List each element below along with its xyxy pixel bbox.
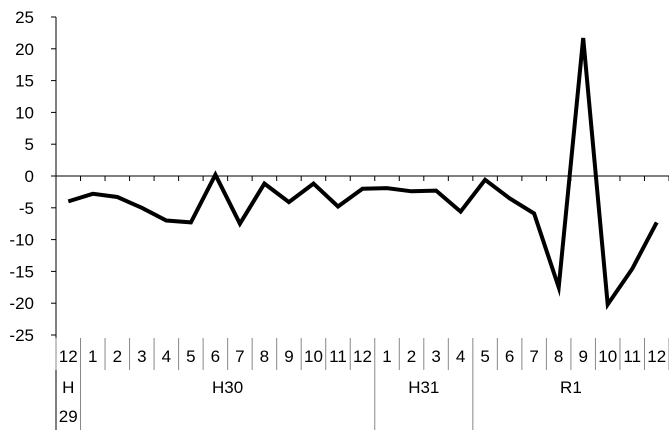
x-category-label: 1 — [88, 347, 97, 366]
x-category-label: 1 — [382, 347, 391, 366]
era-label: H30 — [212, 378, 243, 397]
x-category-label: 3 — [137, 347, 146, 366]
x-axis-era-groups: H 29 H30 H31 R1 — [59, 370, 582, 430]
x-category-label: 10 — [598, 347, 617, 366]
x-category-label: 10 — [304, 347, 323, 366]
x-axis-categories: 12 1 2 3 4 5 6 7 8 9 10 11 12 1 2 3 4 5 6 7 8 9 10 11 12 — [55, 176, 669, 370]
x-category-label: 5 — [480, 347, 489, 366]
y-tick-label: 5 — [25, 135, 34, 154]
series-layer — [67, 37, 659, 311]
x-category-label: 6 — [211, 347, 220, 366]
y-tick-label: -5 — [19, 199, 34, 218]
x-category-label: 11 — [329, 347, 347, 366]
y-tick-label: -20 — [9, 294, 34, 313]
y-tick-label: -15 — [9, 262, 34, 281]
x-category-label: 6 — [505, 347, 514, 366]
x-category-label: 12 — [59, 347, 78, 366]
y-tick-label: 0 — [25, 167, 34, 186]
x-category-label: 12 — [353, 347, 372, 366]
y-tick-label: 25 — [15, 8, 34, 27]
x-category-label: 4 — [162, 347, 171, 366]
x-category-label: 2 — [113, 347, 122, 366]
y-tick-label: 10 — [15, 103, 34, 122]
y-axis-ticks: 25 20 15 10 5 0 -5 -10 -15 -20 -25 — [9, 8, 56, 345]
y-tick-label: 15 — [15, 72, 34, 91]
era-label: H31 — [408, 378, 439, 397]
x-category-label: 8 — [554, 347, 563, 366]
x-category-label: 9 — [284, 347, 293, 366]
y-tick-label: -25 — [9, 326, 34, 345]
y-tick-label: -10 — [9, 231, 34, 250]
y-tick-label: 20 — [15, 40, 34, 59]
x-category-label: 7 — [235, 347, 244, 366]
x-category-label: 3 — [431, 347, 440, 366]
x-category-label: 12 — [647, 347, 666, 366]
era-label: H — [62, 378, 74, 397]
x-category-label: 4 — [456, 347, 465, 366]
series-line — [67, 37, 659, 311]
x-category-label: 2 — [407, 347, 416, 366]
x-category-label: 9 — [578, 347, 587, 366]
axes — [55, 17, 669, 430]
x-category-label: 7 — [529, 347, 538, 366]
era-label: 29 — [59, 407, 78, 426]
x-category-label: 5 — [186, 347, 195, 366]
x-category-label: 11 — [623, 347, 641, 366]
era-label: R1 — [560, 378, 582, 397]
x-category-label: 8 — [260, 347, 269, 366]
